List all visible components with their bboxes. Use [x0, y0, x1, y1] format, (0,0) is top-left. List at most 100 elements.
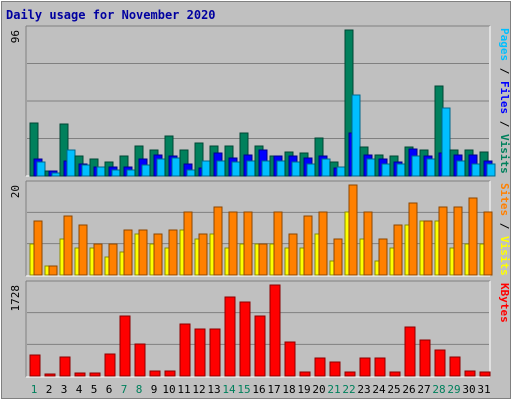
- bar-visits-21: [333, 238, 343, 276]
- bar-pages-23: [366, 158, 376, 177]
- x-tick-label: 17: [267, 383, 280, 396]
- bar-pages-21: [336, 166, 346, 177]
- bar-visits-4: [78, 224, 88, 276]
- bar-kbytes-18: [284, 341, 296, 377]
- bar-kbytes-9: [149, 370, 161, 377]
- bar-kbytes-20: [314, 357, 326, 377]
- bar-kbytes-19: [299, 371, 311, 377]
- bar-visits-30: [468, 197, 478, 276]
- bar-pages-15: [246, 160, 256, 177]
- legend: Pages / Files / Visits: [498, 28, 511, 174]
- bar-visits-22: [348, 184, 358, 276]
- legend-entry: KBytes: [498, 283, 511, 323]
- bar-kbytes-2: [44, 373, 56, 377]
- x-tick-label: 14: [222, 383, 236, 396]
- x-tick-label: 13: [207, 383, 220, 396]
- bar-pages-6: [111, 169, 121, 177]
- bar-pages-14: [231, 161, 241, 177]
- bar-visits-20: [318, 211, 328, 276]
- bar-pages-29: [456, 160, 466, 177]
- bar-pages-17: [276, 160, 286, 177]
- bar-kbytes-11: [179, 323, 191, 377]
- bar-kbytes-21: [329, 361, 341, 377]
- bar-visits-6: [108, 243, 118, 276]
- bar-visits-19: [303, 215, 313, 276]
- bar-pages-12: [201, 160, 211, 177]
- bar-pages-18: [291, 161, 301, 177]
- bar-pages-19: [306, 163, 316, 177]
- x-tick-label: 25: [387, 383, 400, 396]
- x-tick-label: 7: [121, 383, 128, 396]
- x-tick-label: 15: [237, 383, 250, 396]
- x-tick-label: 21: [327, 383, 340, 396]
- bar-visits-31: [483, 211, 493, 276]
- bar-visits-3: [63, 215, 73, 276]
- bar-pages-16: [261, 160, 271, 177]
- x-tick-label: 11: [177, 383, 190, 396]
- x-tick-label: 4: [76, 383, 83, 396]
- bar-kbytes-29: [449, 356, 461, 377]
- bar-kbytes-6: [104, 353, 116, 377]
- bar-pages-31: [486, 163, 496, 177]
- bar-kbytes-10: [164, 370, 176, 377]
- bar-kbytes-22: [344, 371, 356, 377]
- bar-pages-11: [186, 169, 196, 177]
- x-tick-label: 3: [61, 383, 68, 396]
- bar-kbytes-1: [29, 354, 41, 377]
- chart-panel-2: 20 Sites / Visits: [9, 180, 511, 277]
- bar-visits-24: [378, 238, 388, 276]
- x-tick-label: 26: [402, 383, 415, 396]
- bar-pages-2: [51, 172, 61, 177]
- legend-entry: /: [498, 216, 511, 236]
- bar-visits-16: [258, 243, 268, 276]
- bar-kbytes-31: [479, 371, 491, 377]
- legend: Sites / Visits: [498, 183, 511, 276]
- bar-pages-13: [216, 160, 226, 177]
- legend-entry: Pages: [498, 28, 511, 61]
- bar-pages-26: [411, 155, 421, 177]
- bar-visits-25: [393, 224, 403, 276]
- bar-kbytes-26: [404, 326, 416, 377]
- bar-pages-28: [441, 107, 451, 177]
- legend-entry: Visits: [498, 134, 511, 174]
- x-tick-label: 10: [162, 383, 175, 396]
- x-tick-label: 20: [312, 383, 325, 396]
- bar-pages-7: [126, 169, 136, 177]
- bar-kbytes-4: [74, 372, 86, 377]
- bar-pages-25: [396, 163, 406, 177]
- bar-visits-12: [198, 233, 208, 276]
- bar-visits-29: [453, 206, 463, 276]
- bar-kbytes-28: [434, 349, 446, 377]
- x-tick-label: 31: [477, 383, 490, 396]
- x-tick-label: 22: [342, 383, 355, 396]
- bar-kbytes-24: [374, 357, 386, 377]
- bar-visits-15: [243, 211, 253, 276]
- x-tick-label: 2: [46, 383, 53, 396]
- bar-visits-5: [93, 243, 103, 276]
- bar-kbytes-23: [359, 357, 371, 377]
- bar-kbytes-13: [209, 328, 221, 377]
- bar-pages-3: [66, 149, 76, 177]
- x-tick-label: 30: [462, 383, 475, 396]
- bar-kbytes-27: [419, 339, 431, 377]
- bar-visits-8: [138, 229, 148, 276]
- bar-kbytes-25: [389, 371, 401, 377]
- bar-pages-8: [141, 164, 151, 177]
- legend-entry: Files: [498, 81, 511, 114]
- bar-kbytes-17: [269, 284, 281, 377]
- bar-visits-1: [33, 220, 43, 276]
- bar-pages-1: [36, 161, 46, 177]
- bar-visits-14: [228, 211, 238, 276]
- bar-pages-24: [381, 163, 391, 177]
- bar-visits-10: [168, 229, 178, 276]
- bar-pages-10: [171, 157, 181, 177]
- bar-pages-9: [156, 158, 166, 177]
- bar-pages-20: [321, 158, 331, 177]
- x-tick-label: 28: [432, 383, 445, 396]
- x-tick-label: 9: [151, 383, 158, 396]
- y-tick-label: 1728: [9, 285, 22, 312]
- bar-kbytes-5: [89, 372, 101, 377]
- bar-visits-17: [273, 211, 283, 276]
